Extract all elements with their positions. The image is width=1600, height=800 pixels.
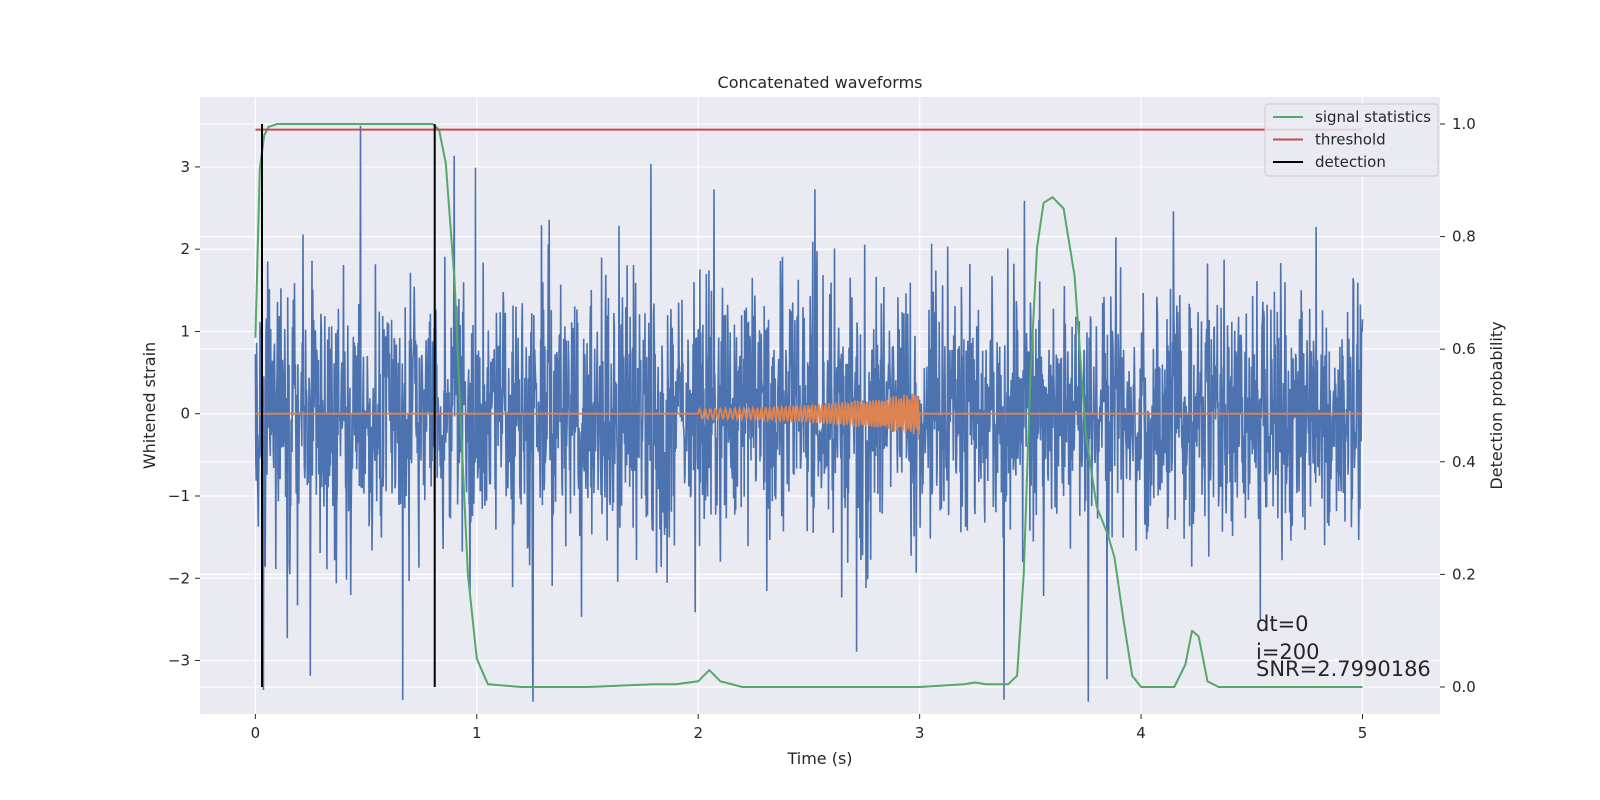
legend-box — [1264, 103, 1439, 177]
y2-tick-label: 0.4 — [1452, 453, 1476, 471]
y2-tick-label: 0.2 — [1452, 565, 1476, 583]
annotation-snr: SNR=2.7990186 — [1256, 657, 1431, 681]
y2-axis-label: Detection probability — [1487, 321, 1506, 489]
series-signal-statistics — [254, 123, 1363, 688]
x-tick-label: 1 — [472, 724, 482, 742]
x-axis-label: Time (s) — [786, 749, 852, 768]
x-tick-label: 5 — [1358, 724, 1368, 742]
y-tick-label: 0 — [180, 405, 190, 423]
y2-tick-label: 1.0 — [1452, 115, 1476, 133]
chart-title: Concatenated waveforms — [718, 73, 923, 92]
legend-label-threshold: threshold — [1315, 131, 1386, 149]
y2-tick-label: 0.0 — [1452, 678, 1476, 696]
y-tick-label: 2 — [180, 240, 190, 258]
x-tick-label: 3 — [915, 724, 925, 742]
series-injected-chirp — [255, 393, 1363, 435]
series-whitened-strain — [254, 125, 1364, 702]
legend-label-signal-statistics: signal statistics — [1315, 108, 1431, 126]
y2-tick-label: 0.8 — [1452, 228, 1476, 246]
annotation-dt: dt=0 — [1256, 612, 1309, 636]
y-tick-label: −2 — [168, 569, 190, 587]
y2-tick-label: 0.6 — [1452, 340, 1476, 358]
y-tick-label: −1 — [168, 487, 190, 505]
y-axis-label: Whitened strain — [140, 342, 159, 469]
y-tick-label: 3 — [180, 158, 190, 176]
x-tick-label: 2 — [693, 724, 703, 742]
annotation-index: i=200 — [1256, 640, 1320, 664]
x-tick-label: 0 — [251, 724, 261, 742]
x-tick-label: 4 — [1136, 724, 1146, 742]
y-tick-label: −3 — [168, 652, 190, 670]
axes: 0 1 2 3 4 5 −3 −2 −1 0 1 2 3 0.0 0.2 0.4 0.6 0.8 1.0 — [168, 115, 1476, 742]
legend-label-detection: detection — [1315, 153, 1386, 171]
y-tick-label: 1 — [180, 322, 190, 340]
series-layer — [254, 123, 1364, 702]
legend: signal statistics threshold detection — [1264, 103, 1439, 177]
